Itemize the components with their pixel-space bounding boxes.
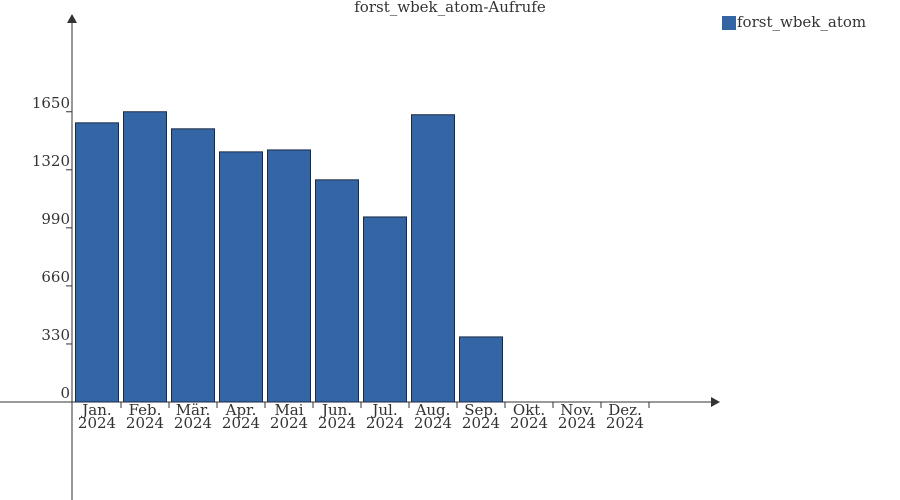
x-tick-label: Feb.: [129, 401, 162, 419]
bar: [411, 114, 455, 403]
x-tick-label: Apr.: [225, 401, 257, 419]
y-tick-label: 660: [41, 268, 70, 286]
legend-swatch: [722, 16, 736, 30]
y-tick-label: 330: [41, 326, 70, 344]
x-tick-label: Aug.: [415, 401, 451, 419]
x-tick-label: 2024: [462, 414, 500, 432]
y-tick-label: 0: [60, 384, 70, 402]
x-tick-label: Sep.: [464, 401, 498, 419]
x-tick-label: Jan.: [80, 401, 111, 419]
x-tick-label: 2024: [558, 414, 596, 432]
x-tick-label: Mai: [274, 401, 303, 419]
legend-label: forst_wbek_atom: [737, 13, 866, 31]
x-tick-label: Mär.: [176, 401, 211, 419]
x-tick-label: Jul.: [370, 401, 397, 419]
x-tick-label: 2024: [222, 414, 260, 432]
bar: [363, 216, 407, 403]
x-tick-label: Nov.: [560, 401, 594, 419]
x-tick-label: 2024: [126, 414, 164, 432]
x-tick-label: 2024: [510, 414, 548, 432]
x-tick-label: 2024: [318, 414, 356, 432]
x-axis-arrow: [711, 397, 720, 407]
x-tick-label: 2024: [414, 414, 452, 432]
bar: [219, 151, 263, 403]
bar: [459, 336, 503, 403]
x-tick-label: 2024: [366, 414, 404, 432]
y-tick-label: 990: [41, 210, 70, 228]
x-tick-label: Dez.: [608, 401, 642, 419]
bar: [75, 122, 119, 403]
y-tick-label: 1320: [32, 152, 70, 170]
bar: [171, 128, 215, 403]
x-tick-label: Okt.: [513, 401, 545, 419]
chart-title: forst_wbek_atom-Aufrufe: [354, 0, 546, 16]
x-tick-label: 2024: [174, 414, 212, 432]
x-tick-label: 2024: [270, 414, 308, 432]
bar: [315, 179, 359, 403]
x-tick-label: 2024: [78, 414, 116, 432]
y-axis-arrow: [67, 14, 77, 23]
y-tick-label: 1650: [32, 94, 70, 112]
x-tick-label: 2024: [606, 414, 644, 432]
bar: [267, 149, 311, 403]
x-tick-label: Jun.: [320, 401, 352, 419]
bar: [123, 111, 167, 403]
